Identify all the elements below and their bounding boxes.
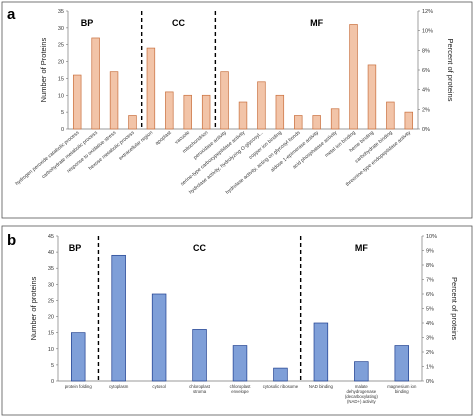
category-label: hydrogen peroxide catabolic process [14,130,81,187]
category-label: protein folding [65,384,93,389]
left-tick-label: 35 [58,9,64,15]
group-label: BP [69,243,82,253]
category-label: (decarboxylating) [345,394,379,399]
y2-axis-title: Percent of proteins [450,277,459,340]
right-tick-label: 2% [422,107,430,113]
left-tick-label: 25 [48,298,54,304]
left-tick-label: 10 [48,347,54,353]
bar [91,37,100,130]
category-label: extracellular region [118,130,154,162]
bar [367,64,377,130]
left-tick-label: 30 [48,282,54,288]
bar [349,24,358,130]
left-tick-label: 0 [61,127,64,133]
right-tick-label: 0% [422,127,430,133]
bar [312,115,321,130]
bar [201,94,211,130]
bar [128,115,137,130]
category-label: cytosol [152,384,165,389]
left-tick-label: 10 [58,93,64,99]
group-label: MF [355,243,368,253]
bar [273,367,288,382]
panel-a-chart: a 0 5 10 15 20 25 30 35 Number of Proteins 0% 2% 4% 6… [1,1,473,219]
bar [220,71,229,130]
left-tick-label: 0 [51,379,54,385]
bar [394,345,410,382]
bar [386,101,395,130]
panel-letter: b [7,232,16,249]
bar [183,94,192,130]
right-tick-label: 1% [426,365,434,371]
group-label: CC [193,243,206,253]
right-tick-label: 8% [426,263,434,269]
panel-b-chart: b 0 5 10 15 20 25 30 35 40 45 Number of proteins 0% 1… [1,225,473,416]
category-label: cytosolic ribosome [263,384,299,389]
right-tick-label: 6% [422,68,430,74]
left-tick-label: 30 [58,26,64,32]
bar [257,81,266,130]
bar [70,332,86,382]
category-label: dehydrogenase [347,389,377,394]
bar [354,361,369,382]
bar [275,94,285,130]
bar [111,254,126,382]
left-tick-label: 5 [61,110,64,116]
left-tick-label: 15 [58,76,64,82]
category-label: chloroplast [189,384,211,389]
category-label: cytoplasm [109,384,129,389]
bar [330,108,340,130]
group-label: MF [310,18,323,28]
panel-frame [1,1,473,219]
bar [294,115,303,130]
right-tick-label: 10% [426,234,437,240]
left-tick-label: 15 [48,331,54,337]
group-label: BP [81,18,94,28]
right-tick-label: 7% [426,278,434,284]
bar [146,47,156,130]
left-tick-label: 20 [48,315,54,321]
left-tick-label: 5 [51,363,54,369]
right-tick-label: 9% [426,249,434,255]
left-tick-label: 40 [48,250,54,256]
left-tick-label: 25 [58,43,64,49]
right-tick-label: 6% [426,292,434,298]
bar [72,74,82,130]
right-tick-label: 5% [426,307,434,313]
right-tick-label: 10% [422,29,433,35]
category-label: chloroplast [230,384,252,389]
category-label: envelope [231,389,249,394]
category-label: apoplast [154,130,173,147]
category-label: NAD binding [309,384,334,389]
category-label: malate [355,384,369,389]
right-tick-label: 4% [422,88,430,94]
category-label: (NAD+) activity [347,399,377,404]
right-tick-label: 8% [422,48,430,54]
category-label: magnesium ion [387,384,417,389]
y-axis-title: Number of proteins [29,276,38,340]
bar [404,111,414,130]
panel-letter: a [7,6,16,23]
right-tick-label: 2% [426,350,434,356]
left-tick-label: 35 [48,266,54,272]
right-tick-label: 0% [426,379,434,385]
right-tick-label: 12% [422,9,433,15]
category-label: stroma [193,389,207,394]
bar [238,101,248,130]
bar [232,345,248,382]
category-label: binding [395,389,409,394]
panel-frame [1,225,473,416]
left-tick-label: 20 [58,60,64,66]
right-tick-label: 4% [426,321,434,327]
bar [151,293,167,382]
group-label: CC [172,18,185,28]
bar [165,91,174,130]
left-tick-label: 45 [48,234,54,240]
bar [192,329,207,382]
bar [109,71,119,130]
y-axis-title: Number of Proteins [39,37,48,102]
bar [313,322,329,382]
right-tick-label: 3% [426,336,434,342]
y2-axis-title: Percent of proteins [446,39,455,102]
